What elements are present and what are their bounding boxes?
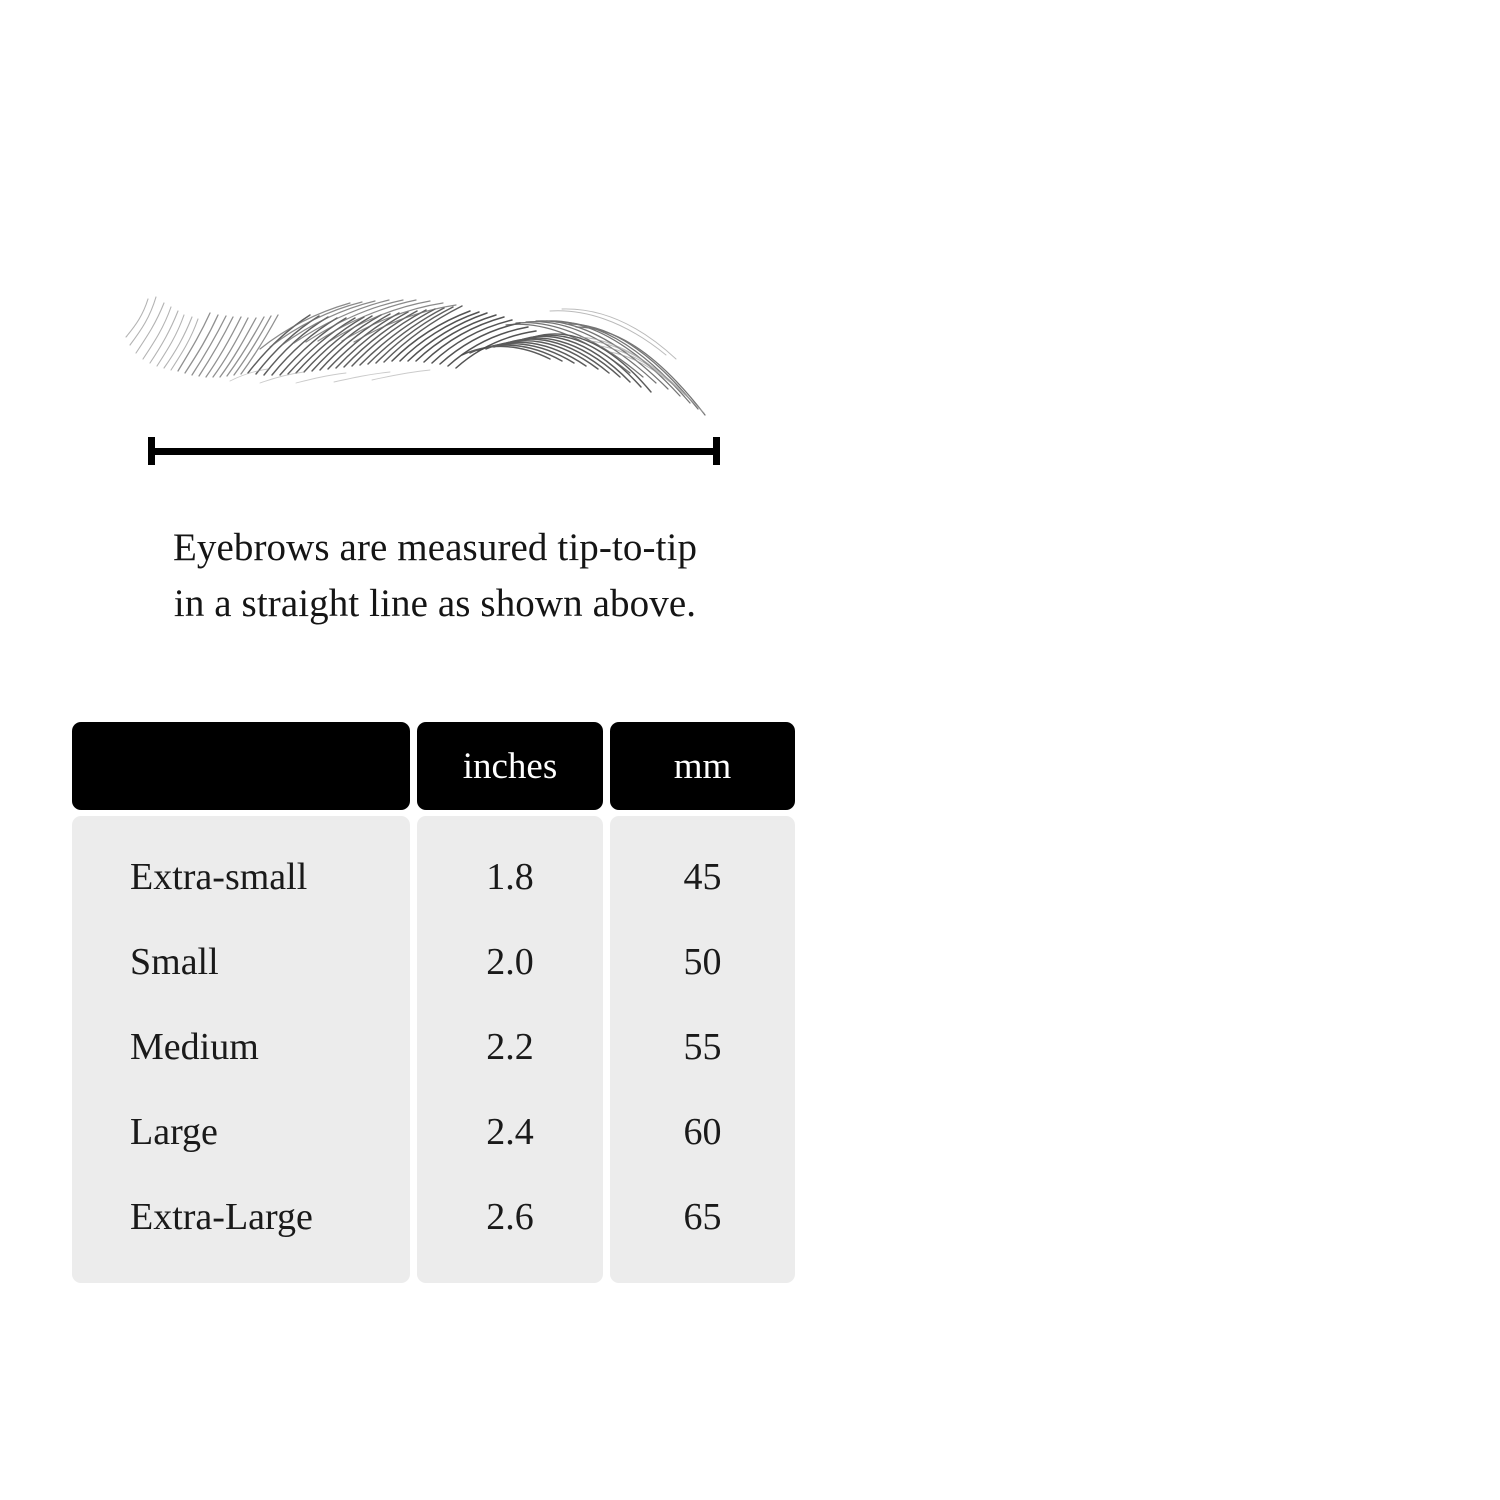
table-row: 2.2 bbox=[486, 1025, 534, 1068]
size-column-names: Extra-small Small Medium Large Extra-Lar… bbox=[72, 816, 410, 1283]
table-row: 55 bbox=[683, 1025, 722, 1068]
measurement-rule bbox=[148, 448, 720, 455]
eyebrow-hairs-svg bbox=[125, 296, 706, 416]
measurement-endcap-left bbox=[148, 437, 155, 465]
size-table: inches mm Extra-small Small Medium Large… bbox=[72, 722, 795, 1283]
table-row: Extra-Large bbox=[130, 1195, 313, 1238]
measurement-caption: Eyebrows are measured tip-to-tip in a st… bbox=[70, 520, 800, 632]
measurement-endcap-right bbox=[713, 437, 720, 465]
caption-line-2: in a straight line as shown above. bbox=[173, 582, 697, 626]
header-cell-inches: inches bbox=[417, 722, 603, 810]
table-row: 2.0 bbox=[486, 940, 534, 983]
header-cell-size bbox=[72, 722, 410, 810]
left-column: Eyebrows are measured tip-to-tip in a st… bbox=[70, 225, 800, 1283]
eyebrow-illustration bbox=[110, 225, 760, 425]
table-row: 2.4 bbox=[486, 1110, 534, 1153]
table-row: Medium bbox=[130, 1025, 259, 1068]
table-row: 65 bbox=[683, 1195, 722, 1238]
table-row: 60 bbox=[683, 1110, 722, 1153]
table-row: 1.8 bbox=[486, 855, 534, 898]
table-row: 2.6 bbox=[486, 1195, 534, 1238]
table-row: Large bbox=[130, 1110, 218, 1153]
size-column-inches: 1.8 2.0 2.2 2.4 2.6 bbox=[417, 816, 603, 1283]
caption-line-1: Eyebrows are measured tip-to-tip bbox=[172, 526, 698, 569]
right-column: As a general rule, most women use a Medi… bbox=[840, 0, 1500, 1500]
measurement-bar bbox=[148, 437, 720, 465]
size-column-mm: 45 50 55 60 65 bbox=[610, 816, 795, 1283]
table-row: 45 bbox=[683, 855, 722, 898]
table-row: Extra-small bbox=[130, 855, 308, 898]
table-row: 50 bbox=[683, 940, 722, 983]
size-table-body: Extra-small Small Medium Large Extra-Lar… bbox=[72, 816, 795, 1283]
size-table-header-row: inches mm bbox=[72, 722, 795, 810]
table-row: Small bbox=[130, 940, 219, 983]
header-cell-mm: mm bbox=[610, 722, 795, 810]
